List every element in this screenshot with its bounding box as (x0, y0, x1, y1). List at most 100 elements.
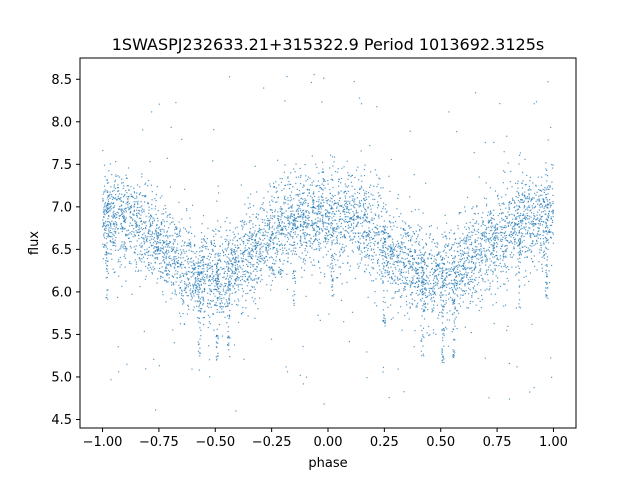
data-point (446, 328, 448, 330)
data-point (531, 245, 533, 247)
data-point (418, 254, 420, 256)
data-point (400, 241, 402, 243)
data-point (139, 253, 141, 255)
data-point (410, 265, 412, 267)
data-point (542, 211, 544, 213)
data-point (246, 263, 248, 266)
data-point (259, 251, 261, 253)
data-point (324, 240, 327, 243)
data-point (162, 294, 164, 296)
data-point (217, 259, 220, 262)
data-point (152, 251, 155, 253)
data-point (376, 272, 379, 274)
data-point (190, 250, 193, 252)
data-point (529, 236, 531, 238)
data-point (465, 271, 467, 273)
data-point (518, 194, 520, 197)
data-point (543, 250, 545, 252)
data-point (114, 213, 116, 215)
data-point (305, 235, 307, 237)
data-point (115, 232, 117, 234)
data-point (182, 257, 184, 259)
data-point (437, 251, 440, 253)
data-point (391, 228, 393, 231)
data-point (107, 211, 109, 213)
data-point (153, 269, 155, 271)
data-point (300, 225, 302, 227)
data-point (525, 222, 527, 224)
data-point (492, 249, 494, 252)
data-point (386, 271, 388, 274)
data-point (419, 225, 421, 228)
data-point (269, 236, 271, 239)
data-point (215, 274, 217, 276)
data-point (404, 221, 406, 223)
data-point (149, 236, 151, 238)
data-point (503, 257, 505, 259)
data-point (551, 188, 554, 190)
data-point (378, 232, 380, 234)
data-point (359, 187, 361, 189)
data-point (508, 204, 510, 206)
data-point (243, 253, 245, 255)
data-point (458, 243, 460, 245)
data-point (276, 253, 278, 255)
data-point (241, 313, 243, 315)
data-point (485, 205, 488, 207)
data-point (232, 285, 234, 287)
data-point (524, 284, 526, 286)
data-point (267, 217, 269, 220)
data-point (245, 307, 247, 309)
data-point (494, 261, 496, 263)
data-point (267, 243, 270, 245)
data-point (223, 276, 225, 278)
data-point (351, 195, 353, 197)
data-point (528, 280, 530, 283)
data-point (143, 221, 145, 223)
data-point (257, 242, 259, 245)
data-point (182, 295, 184, 297)
data-point (219, 293, 221, 296)
data-point (121, 241, 123, 243)
data-point (450, 246, 453, 248)
data-point (505, 207, 507, 209)
data-point (384, 272, 386, 274)
data-point (109, 163, 112, 165)
data-point (177, 271, 179, 273)
data-point (475, 262, 477, 264)
data-point (493, 244, 495, 246)
data-point (157, 241, 159, 243)
data-point (400, 213, 402, 215)
data-point (305, 210, 307, 212)
data-point (142, 234, 144, 236)
data-point (415, 272, 417, 274)
data-point (212, 276, 214, 279)
data-point (284, 226, 286, 228)
data-point (268, 275, 270, 277)
data-point (536, 199, 538, 201)
data-point (363, 231, 365, 233)
data-point (262, 234, 264, 236)
data-point (419, 290, 421, 292)
data-point (181, 261, 183, 263)
data-point (245, 270, 247, 272)
data-point (140, 206, 142, 208)
data-point (130, 207, 132, 209)
data-point (396, 254, 398, 256)
data-point (266, 251, 268, 253)
data-point (240, 184, 242, 186)
data-point (367, 255, 369, 257)
data-point (259, 208, 261, 210)
data-point (372, 204, 374, 206)
data-point (278, 233, 280, 235)
data-point (123, 243, 125, 245)
data-point (160, 223, 163, 225)
data-point (303, 221, 305, 223)
data-point (350, 175, 352, 178)
data-point (344, 237, 346, 239)
data-point (125, 217, 127, 219)
data-point (445, 255, 447, 257)
data-point (483, 231, 486, 233)
data-point (517, 180, 519, 182)
data-point (513, 215, 516, 217)
